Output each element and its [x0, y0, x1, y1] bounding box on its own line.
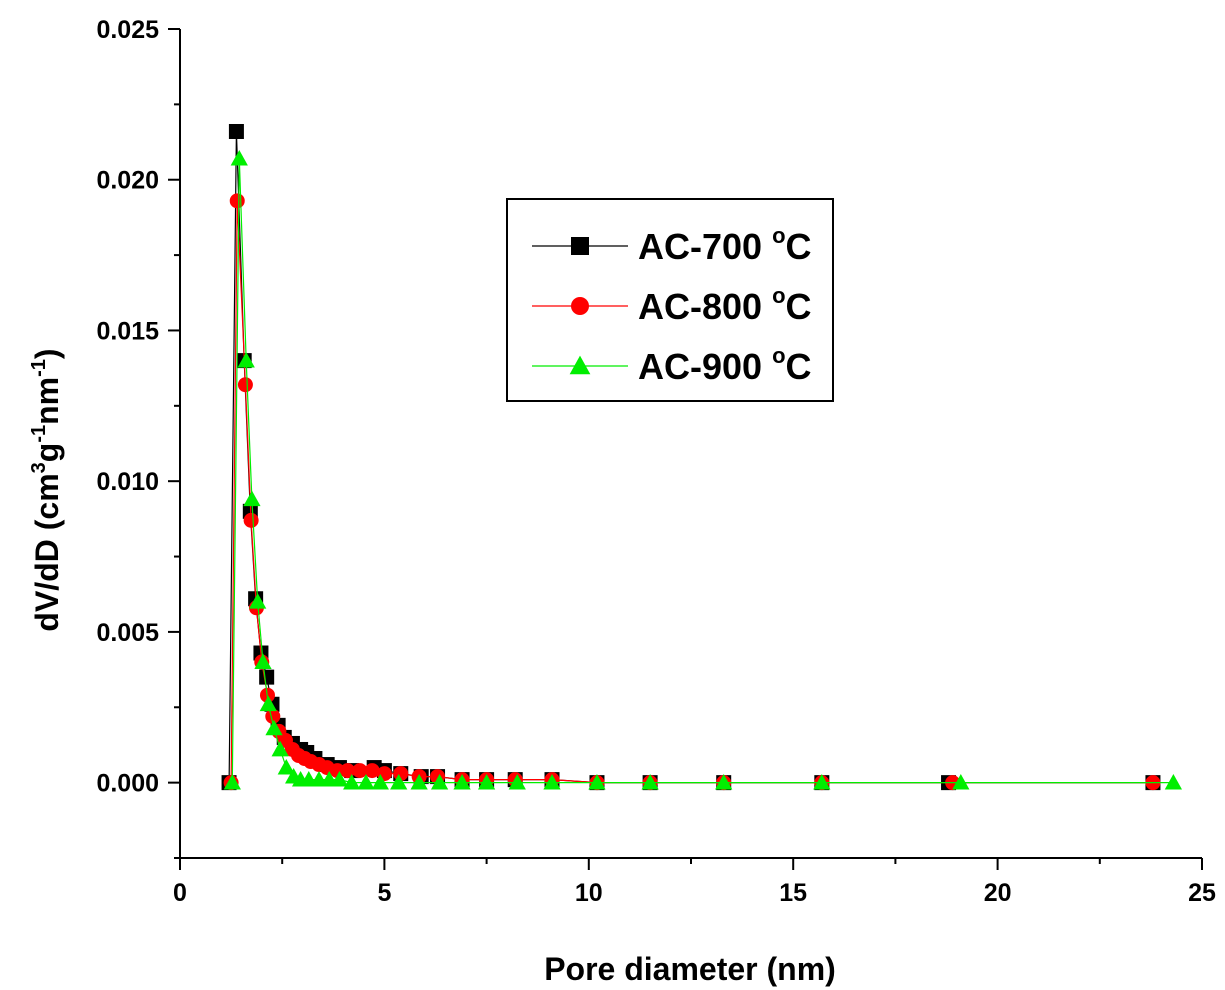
data-point — [277, 758, 295, 775]
data-point — [249, 593, 267, 609]
data-point — [371, 774, 389, 790]
legend-marker — [571, 237, 589, 255]
data-point — [410, 774, 428, 790]
legend-label-base: AC-800 — [638, 286, 772, 327]
legend-marker — [571, 297, 589, 315]
legend-label: AC-900 oC — [638, 343, 812, 387]
data-point — [265, 708, 281, 724]
y-tick-label: 0.025 — [96, 16, 159, 44]
x-tick-label: 5 — [377, 879, 391, 907]
legend-item-triangle: AC-900 oC — [532, 343, 812, 387]
x-tick-label: 10 — [575, 879, 603, 907]
series-line — [231, 158, 1174, 784]
legend-label: AC-700 oC — [638, 223, 812, 267]
data-point — [390, 774, 408, 790]
legend-item-square: AC-700 oC — [532, 223, 812, 267]
y-tick-label: 0.015 — [96, 317, 159, 345]
data-point — [543, 774, 561, 790]
data-point — [243, 512, 259, 528]
data-point — [508, 774, 526, 790]
y-axis-title-mid: g — [29, 443, 65, 463]
data-point — [265, 719, 283, 736]
y-axis-title-sup1: 3 — [28, 462, 50, 473]
legend-label-degree: o — [772, 343, 785, 368]
data-point — [343, 774, 361, 790]
data-point — [364, 763, 380, 779]
legend-label-unit: C — [786, 286, 812, 327]
data-point — [237, 377, 253, 393]
y-tick-label: 0.010 — [96, 468, 159, 496]
y-axis-title-mid2: nm — [29, 377, 65, 425]
series-triangle — [223, 150, 1183, 790]
y-axis-title-sup3: -1 — [28, 359, 50, 377]
axes: 0 5 10 15 20 25 0.000 0.005 0.010 0.015 0.020 0.025 — [96, 16, 1216, 907]
data-point — [229, 193, 245, 209]
legend-box — [506, 198, 834, 402]
data-point — [588, 774, 606, 790]
x-tick-label: 25 — [1188, 879, 1216, 907]
data-point — [352, 763, 368, 779]
legend-label-unit: C — [786, 346, 812, 387]
data-point — [430, 774, 449, 790]
data-point — [223, 774, 241, 790]
data-point — [340, 763, 356, 779]
legend-label: AC-800 oC — [638, 283, 812, 327]
legend-label-degree: o — [772, 283, 785, 308]
data-point — [230, 150, 248, 166]
x-tick-label: 15 — [779, 879, 807, 907]
y-tick-label: 0.005 — [96, 619, 159, 647]
legend-marker — [569, 355, 591, 375]
data-point — [228, 123, 244, 139]
legend-label-degree: o — [772, 223, 785, 248]
data-point — [641, 774, 659, 790]
y-axis-title-suffix: ) — [29, 348, 65, 359]
legend-item-circle: AC-800 oC — [532, 283, 812, 327]
data-point — [952, 774, 970, 790]
y-axis-title-prefix: dV/dD (cm — [29, 473, 65, 631]
data-point — [1164, 774, 1183, 790]
data-point — [259, 669, 275, 685]
data-point — [243, 490, 261, 507]
data-point — [271, 740, 289, 757]
data-point — [357, 774, 375, 790]
data-point — [330, 770, 349, 787]
data-point — [254, 653, 272, 669]
legend-label-unit: C — [786, 226, 812, 267]
legend-label-base: AC-900 — [638, 346, 772, 387]
y-axis-title-sup2: -1 — [28, 425, 50, 443]
data-point — [237, 351, 255, 368]
y-tick-label: 0.000 — [96, 770, 159, 798]
data-point — [715, 774, 733, 790]
x-tick-label: 20 — [984, 879, 1012, 907]
data-point — [813, 774, 831, 790]
series-layer — [221, 123, 1183, 791]
data-point — [477, 774, 496, 790]
x-tick-label: 0 — [173, 879, 187, 907]
data-point — [453, 774, 471, 790]
legend-label-base: AC-700 — [638, 226, 772, 267]
y-tick-label: 0.020 — [96, 167, 159, 195]
data-point — [259, 695, 277, 712]
x-axis-title: Pore diameter (nm) — [544, 951, 836, 987]
y-axis-title: dV/dD (cm3g-1nm-1) — [28, 348, 65, 631]
